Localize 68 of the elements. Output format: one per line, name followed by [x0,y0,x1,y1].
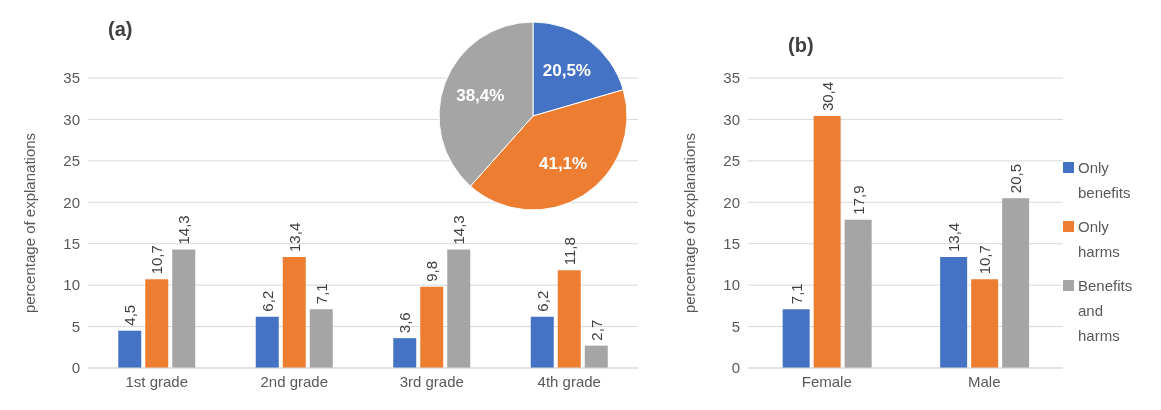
chart-title: (b) [788,34,814,57]
y-tick-label: 10 [723,276,740,294]
y-tick-label: 35 [723,69,740,87]
bar [813,116,841,368]
y-tick-label: 30 [723,110,740,128]
y-axis-title: percentage of explanations [21,132,39,314]
data-label: 20,5 [1007,163,1025,194]
y-tick-label: 25 [63,152,80,170]
data-label: 9,8 [423,260,441,282]
data-label: 10,7 [976,245,994,275]
bar [844,219,872,368]
legend-label: Benefits and harms [1078,276,1134,346]
y-tick-label: 10 [63,276,80,294]
chart-title: (a) [108,18,133,41]
data-label: 13,4 [285,222,303,252]
bar [282,256,306,368]
bar [309,309,333,368]
x-tick-label: 4th grade [537,372,601,390]
bar [255,316,279,368]
x-tick-label: 2nd grade [260,372,329,390]
y-tick-label: 0 [731,359,740,377]
data-label: 14,3 [450,215,468,245]
y-tick-label: 30 [63,110,80,128]
bar [971,279,999,368]
data-label: 3,6 [396,312,414,334]
bar [172,249,196,368]
y-tick-label: 15 [723,235,740,253]
data-label: 10,7 [148,245,166,275]
bar [940,256,968,368]
bar [782,309,810,368]
data-label: 41,1% [538,154,588,174]
data-label: 7,1 [787,283,805,305]
y-axis-title: percentage of explanations [681,132,699,314]
bar [420,286,444,368]
data-label: 14,3 [175,215,193,245]
data-label: 13,4 [945,222,963,252]
bar [393,338,417,368]
data-label: 6,2 [258,290,276,312]
x-tick-label: 1st grade [125,372,189,390]
data-label: 17,9 [849,185,867,215]
y-tick-label: 20 [63,193,80,211]
data-label: 20,5% [542,61,591,81]
data-label: 2,7 [587,319,605,341]
bar [1002,198,1030,368]
y-tick-label: 35 [63,69,80,87]
data-label: 6,2 [533,290,551,312]
bar [447,249,471,368]
legend-label: Only harms [1078,217,1121,262]
x-tick-label: Male [967,372,1001,390]
bar [118,330,142,368]
bar [530,316,554,368]
data-label: 11,8 [560,237,578,266]
y-tick-label: 15 [63,235,80,253]
data-label: 38,4% [456,86,505,106]
y-tick-label: 5 [731,317,740,335]
y-tick-label: 20 [723,193,740,211]
data-label: 30,4 [818,81,836,112]
bar [584,345,608,368]
bar [145,279,169,368]
y-tick-label: 25 [723,152,740,170]
data-label: 4,5 [121,304,139,326]
y-tick-label: 5 [71,317,80,335]
bar [557,270,581,368]
data-label: 7,1 [312,283,330,305]
y-tick-label: 0 [71,359,80,377]
legend-label: Only benefits [1078,158,1132,203]
x-tick-label: 3rd grade [399,372,464,390]
x-tick-label: Female [801,372,852,390]
